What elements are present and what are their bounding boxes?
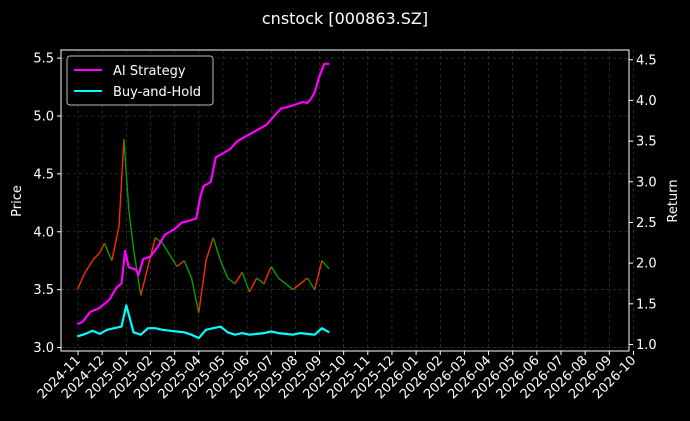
price-segment bbox=[99, 243, 106, 253]
price-segment bbox=[205, 237, 214, 261]
right-y-tick-label: 2.0 bbox=[636, 257, 657, 272]
left-y-tick-label: 5.5 bbox=[33, 52, 54, 67]
price-segment bbox=[190, 277, 200, 313]
price-segment bbox=[285, 283, 294, 291]
price-segment bbox=[270, 266, 280, 279]
price-segment bbox=[241, 272, 251, 293]
legend-box bbox=[66, 55, 214, 106]
price-segment bbox=[183, 260, 193, 279]
price-segment bbox=[176, 260, 185, 268]
price-segment bbox=[118, 139, 125, 227]
right-y-axis: 1.0 1.5 2.0 2.5 3.0 3.5 4.0 4.5 bbox=[629, 53, 657, 353]
right-axis-label: Return bbox=[666, 179, 681, 222]
legend-label-buy-and-hold: Buy-and-Hold bbox=[113, 85, 201, 100]
price-segment bbox=[147, 237, 156, 267]
price-segment bbox=[84, 260, 94, 273]
price-segment bbox=[227, 277, 236, 285]
price-segment bbox=[212, 237, 222, 261]
right-y-tick-label: 1.0 bbox=[636, 338, 657, 353]
price-segment bbox=[299, 277, 308, 285]
right-y-tick-label: 3.0 bbox=[636, 175, 657, 190]
price-segment bbox=[256, 277, 265, 285]
right-y-tick-label: 3.5 bbox=[636, 135, 657, 150]
price-segment bbox=[123, 139, 130, 209]
left-y-tick-label: 4.0 bbox=[33, 225, 54, 240]
legend-label-ai-strategy: AI Strategy bbox=[113, 64, 186, 79]
price-segment bbox=[76, 271, 86, 290]
price-segment bbox=[234, 271, 243, 285]
ai-strategy-line bbox=[76, 62, 330, 326]
price-segment bbox=[313, 260, 323, 290]
price-segment bbox=[111, 225, 120, 261]
left-y-axis: 3.0 3.5 4.0 4.5 5.0 5.5 bbox=[33, 52, 61, 356]
price-segment bbox=[140, 266, 149, 296]
buy-and-hold-line bbox=[76, 304, 330, 340]
price-segment bbox=[128, 208, 135, 250]
right-y-tick-label: 4.0 bbox=[636, 94, 657, 109]
left-y-tick-label: 4.5 bbox=[33, 167, 54, 182]
left-y-tick-label: 3.5 bbox=[33, 283, 54, 298]
price-segment bbox=[278, 277, 287, 285]
price-segment bbox=[219, 260, 229, 279]
legend: AI Strategy Buy-and-Hold bbox=[66, 55, 214, 106]
price-segment bbox=[198, 260, 207, 313]
price-segment bbox=[91, 252, 101, 262]
left-y-tick-label: 5.0 bbox=[33, 109, 54, 124]
right-y-tick-label: 2.5 bbox=[636, 216, 657, 231]
price-segment bbox=[306, 277, 316, 291]
strategy-lines bbox=[76, 62, 330, 340]
price-segment bbox=[248, 277, 258, 293]
price-segment bbox=[169, 254, 178, 267]
right-y-tick-label: 1.5 bbox=[636, 297, 657, 312]
plot-frame bbox=[60, 49, 630, 352]
price-segment bbox=[292, 283, 301, 291]
right-y-tick-label: 4.5 bbox=[636, 53, 657, 68]
left-axis-label: Price bbox=[10, 185, 25, 217]
chart-title: cnstock [000863.SZ] bbox=[262, 9, 428, 28]
price-segment bbox=[263, 266, 272, 285]
price-segment bbox=[161, 242, 171, 256]
price-segment bbox=[103, 243, 113, 261]
left-y-tick-label: 3.0 bbox=[33, 341, 54, 356]
price-segment bbox=[321, 260, 330, 270]
